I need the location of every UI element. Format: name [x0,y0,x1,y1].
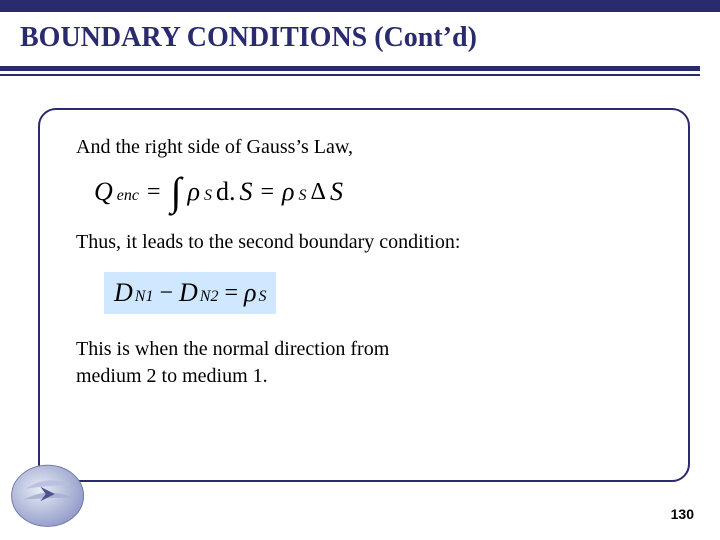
eq1-equals-1: = [143,179,165,206]
eq1-equals-2: = [256,179,278,206]
title-underline-thick [0,66,700,71]
eq1-lhs-var: Q [94,177,113,207]
equation-1: Qenc = ∫ ρS d.S = ρS ΔS [94,177,658,207]
eq1-lhs-sub: enc [117,187,139,205]
eq1-rho1-sub: S [204,187,212,205]
eq2-D2-sub: N2 [200,288,219,306]
equation-2-highlight: DN1 − DN2 = ρS [104,272,276,314]
eq1-rho-2: ρ [282,177,294,207]
title-area: BOUNDARY CONDITIONS (Cont’d) [0,12,720,60]
eq1-d-dot: d. [216,177,236,207]
content-panel: And the right side of Gauss’s Law, Qenc … [38,108,690,482]
eq2-equals: = [220,280,242,307]
eq1-rho-1: ρ [188,177,200,207]
eq2-rho: ρ [244,278,256,308]
title-underline-thin [0,74,700,76]
body-line-3a: This is when the normal direction from [76,336,658,363]
eq1-dS: S [239,177,252,207]
body-line-2: Thus, it leads to the second boundary co… [76,229,658,256]
body-line-1: And the right side of Gauss’s Law, [76,134,658,161]
corner-logo-icon [8,458,98,530]
eq1-deltaS: S [330,177,343,207]
equation-2-row: DN1 − DN2 = ρS [104,272,658,314]
eq2-D2: D [179,278,198,308]
eq1-rho2-sub: S [299,187,307,205]
top-accent-bar [0,0,720,12]
eq2-D1: D [114,278,133,308]
eq1-delta: Δ [311,179,326,206]
eq2-rho-sub: S [258,288,266,306]
eq2-minus: − [155,280,177,307]
eq2-D1-sub: N1 [135,288,154,306]
integral-icon: ∫ [169,180,184,204]
page-number: 130 [671,506,694,522]
body-line-3b: medium 2 to medium 1. [76,363,658,390]
slide-title: BOUNDARY CONDITIONS (Cont’d) [20,22,700,54]
